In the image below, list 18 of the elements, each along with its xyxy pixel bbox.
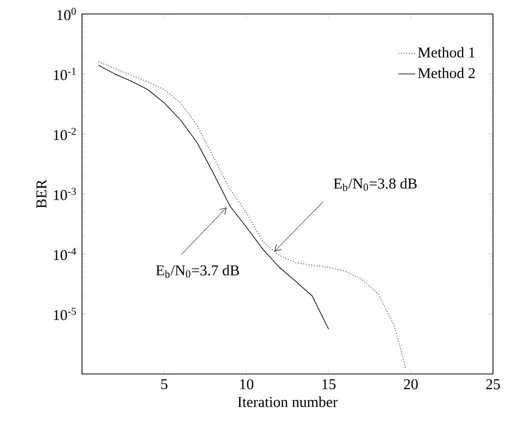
line-series [98, 64, 329, 330]
legend-label: Method 2 [418, 68, 475, 78]
y-tick-label: 10$^{-2}$ [54, 128, 76, 140]
legend-label: Method 1 [418, 46, 475, 58]
x-tick-label: 25 [486, 379, 500, 390]
x-axis-title: Iteration number [238, 396, 338, 408]
y-tick-label: 10$^{-3}$ [54, 188, 76, 200]
x-tick-label: 5 [161, 379, 168, 390]
annotation: E$_{b}$/N$_{0}$=3.7 dB [156, 264, 239, 278]
x-tick-label: 15 [322, 379, 336, 390]
x-tick-label: 20 [404, 379, 418, 390]
y-axis-title: BER [36, 179, 46, 208]
y-tick-label: 10$^{0}$ [57, 8, 76, 20]
y-tick-label: 10$^{-4}$ [54, 248, 76, 260]
x-tick-label: 10 [240, 379, 254, 390]
annotation: E$_{b}$/N$_{0}$=3.8 dB [334, 178, 417, 191]
y-tick-label: 10$^{-5}$ [54, 308, 76, 320]
y-tick-label: 10$^{-1}$ [54, 68, 76, 80]
